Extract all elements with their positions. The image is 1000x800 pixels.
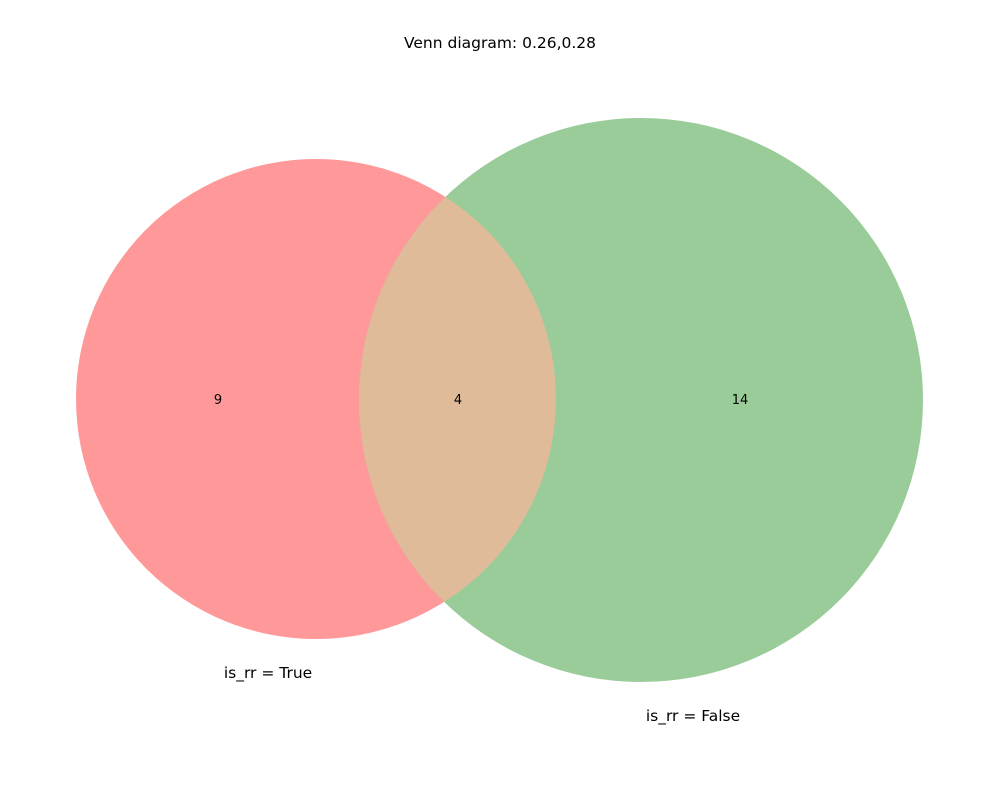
chart-title: Venn diagram: 0.26,0.28 — [404, 34, 596, 52]
region-label-intersection: 4 — [454, 393, 462, 408]
set-label-is-rr-true: is_rr = True — [224, 664, 312, 683]
intersection-region — [359, 159, 556, 639]
region-label-only-is-rr-true: 9 — [214, 393, 222, 408]
set-label-is-rr-false: is_rr = False — [646, 707, 740, 726]
region-label-only-is-rr-false: 14 — [732, 393, 749, 408]
